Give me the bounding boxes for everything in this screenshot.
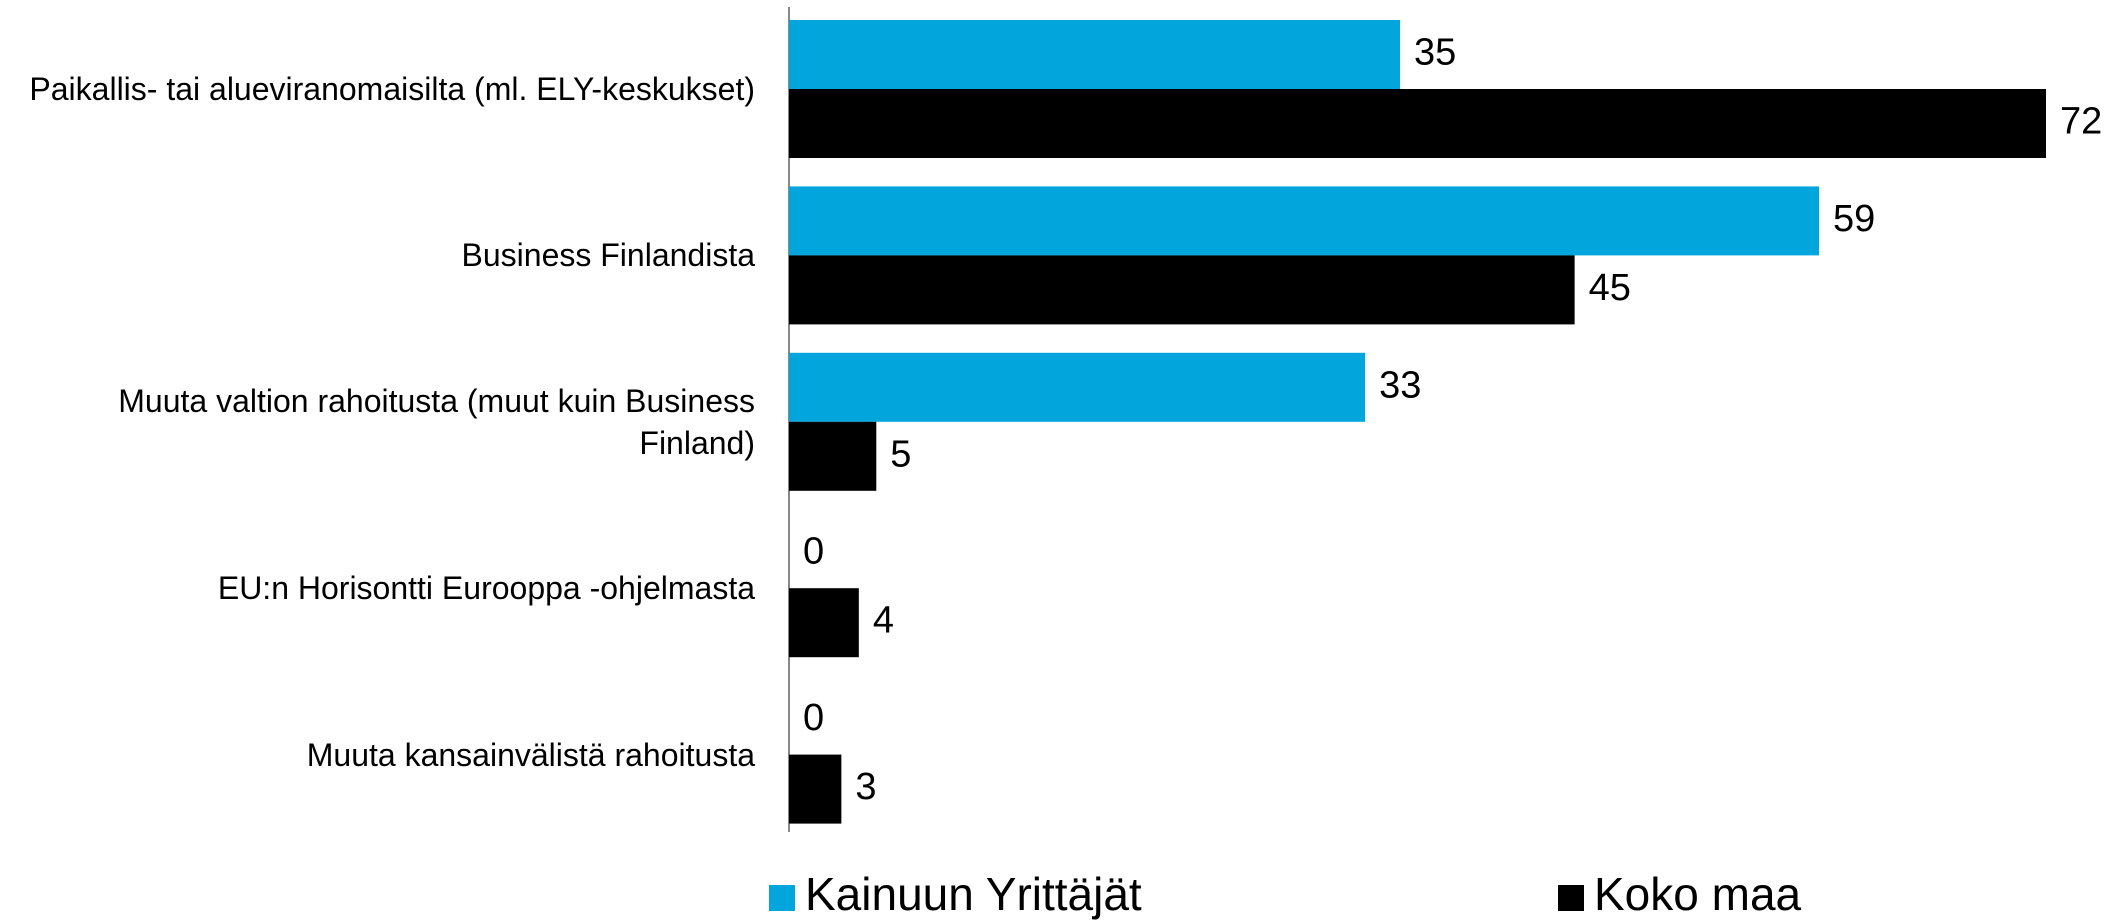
bar [789, 89, 2046, 158]
category-label: Muuta valtion rahoitusta (muut kuin Busi… [118, 382, 755, 461]
value-label: 33 [1379, 364, 1421, 406]
value-label: 4 [873, 600, 894, 642]
value-label: 5 [890, 433, 911, 475]
legend-label: Kainuun Yrittäjät [805, 868, 1142, 920]
category-label: Business Finlandista [461, 237, 755, 274]
value-label: 72 [2060, 101, 2102, 143]
value-label: 59 [1833, 198, 1875, 240]
bar [789, 255, 1575, 325]
value-label: 35 [1414, 32, 1456, 74]
bar [789, 588, 859, 658]
bar [789, 186, 1820, 256]
legend-swatch [1558, 885, 1584, 911]
value-label: 3 [855, 766, 876, 808]
value-label: 45 [1589, 267, 1631, 309]
bar [789, 352, 1366, 422]
legend-label: Koko maa [1594, 868, 1802, 920]
value-label: 0 [803, 531, 824, 573]
bar [789, 20, 1401, 89]
category-label: Muuta kansainvälistä rahoitusta [306, 736, 755, 773]
value-label: 0 [803, 697, 824, 739]
bar [789, 754, 842, 824]
category-label: Paikallis- tai alueviranomaisilta (ml. E… [29, 71, 755, 107]
bar [789, 421, 877, 491]
legend-swatch [769, 885, 795, 911]
category-label: EU:n Horisontti Eurooppa -ohjelmasta [217, 570, 755, 607]
